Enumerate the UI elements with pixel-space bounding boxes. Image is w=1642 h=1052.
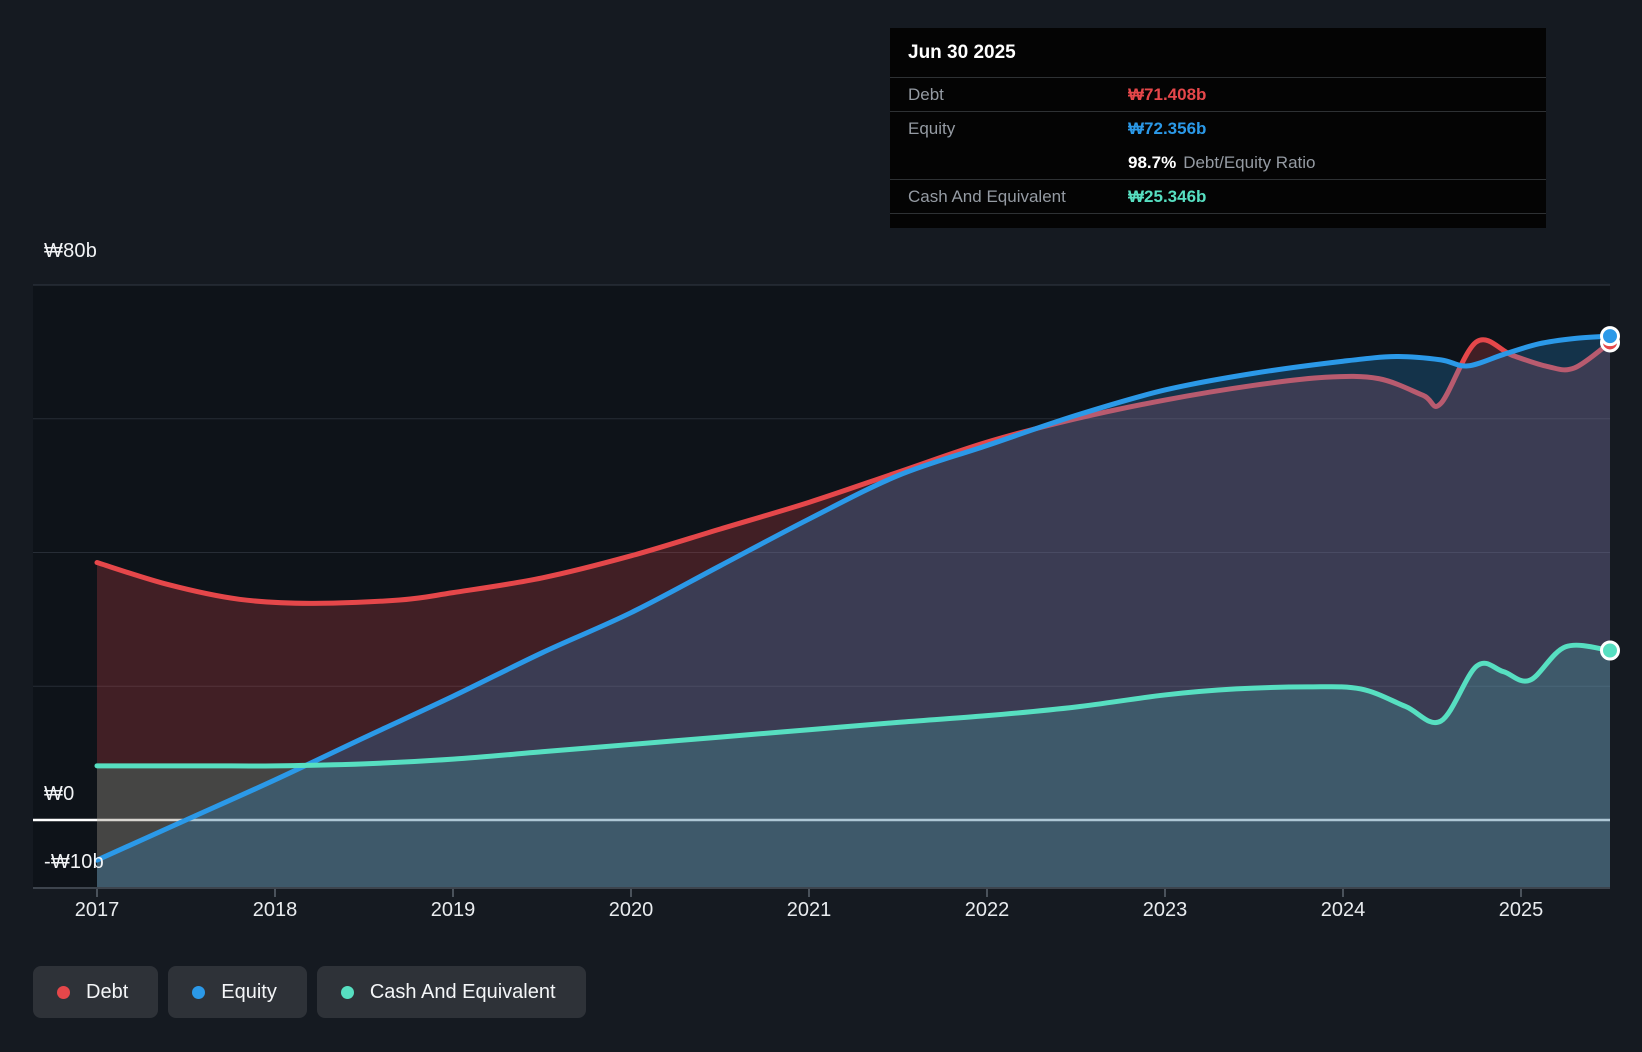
legend-debt-label: Debt — [86, 980, 129, 1003]
chart-legend: Debt Equity Cash And Equivalent — [33, 966, 586, 1018]
tooltip-cash-label: Cash And Equivalent — [908, 186, 1066, 206]
x-axis-label: 2022 — [964, 899, 1010, 921]
x-axis-label: 2018 — [252, 899, 298, 921]
tooltip-cash-value: ₩25.346b — [1128, 186, 1207, 206]
debt-dot-icon — [57, 985, 70, 999]
y-axis-label-0: ₩0 — [44, 783, 75, 805]
tooltip-ratio-label: Debt/Equity Ratio — [1183, 152, 1316, 172]
tooltip-date: Jun 30 2025 — [890, 28, 1546, 78]
debt-area — [97, 339, 1610, 888]
tooltip-ratio-value: 98.7% — [1128, 152, 1177, 172]
cash-area — [97, 645, 1610, 888]
x-axis-label: 2019 — [430, 899, 476, 921]
equity-area — [97, 336, 1610, 888]
legend-equity-label: Equity — [221, 980, 277, 1003]
legend-cash-label: Cash And Equivalent — [369, 980, 556, 1003]
legend-item-debt[interactable]: Debt — [33, 966, 159, 1018]
cash-dot-icon — [340, 985, 354, 999]
debt-line — [94, 337, 1613, 606]
tooltip-row-equity: Equity ₩72.356b — [890, 112, 1546, 146]
tooltip-debt-label: Debt — [908, 84, 944, 104]
cash-line — [94, 642, 1613, 769]
y-axis-label-80b: ₩80b — [44, 240, 98, 262]
x-axis-label: 2025 — [1498, 899, 1544, 921]
y-axis-label-neg10b: -₩10b — [44, 851, 104, 873]
cash-marker — [1600, 640, 1620, 661]
legend-item-equity[interactable]: Equity — [168, 966, 307, 1018]
x-axis-label: 2021 — [786, 899, 832, 921]
x-axis-label: 2023 — [1142, 899, 1188, 921]
data-tooltip: Jun 30 2025 Debt ₩71.408b Equity ₩72.356… — [890, 28, 1546, 228]
tooltip-equity-value: ₩72.356b — [1128, 119, 1207, 138]
x-axis-label: 2020 — [608, 899, 654, 921]
x-axis-label: 2017 — [74, 899, 120, 921]
equity-line — [94, 333, 1613, 863]
tooltip-equity-label: Equity — [908, 119, 956, 138]
equity-marker — [1600, 326, 1620, 347]
equity-dot-icon — [192, 985, 206, 999]
tooltip-row-cash: Cash And Equivalent ₩25.346b — [890, 180, 1546, 214]
tooltip-debt-value: ₩71.408b — [1128, 84, 1207, 104]
plot-area — [33, 285, 1610, 888]
tooltip-row-debt: Debt ₩71.408b — [890, 78, 1546, 112]
tooltip-row-ratio: 98.7% Debt/Equity Ratio — [890, 146, 1546, 180]
legend-item-cash[interactable]: Cash And Equivalent — [316, 966, 586, 1018]
x-axis-label: 2024 — [1320, 899, 1366, 921]
